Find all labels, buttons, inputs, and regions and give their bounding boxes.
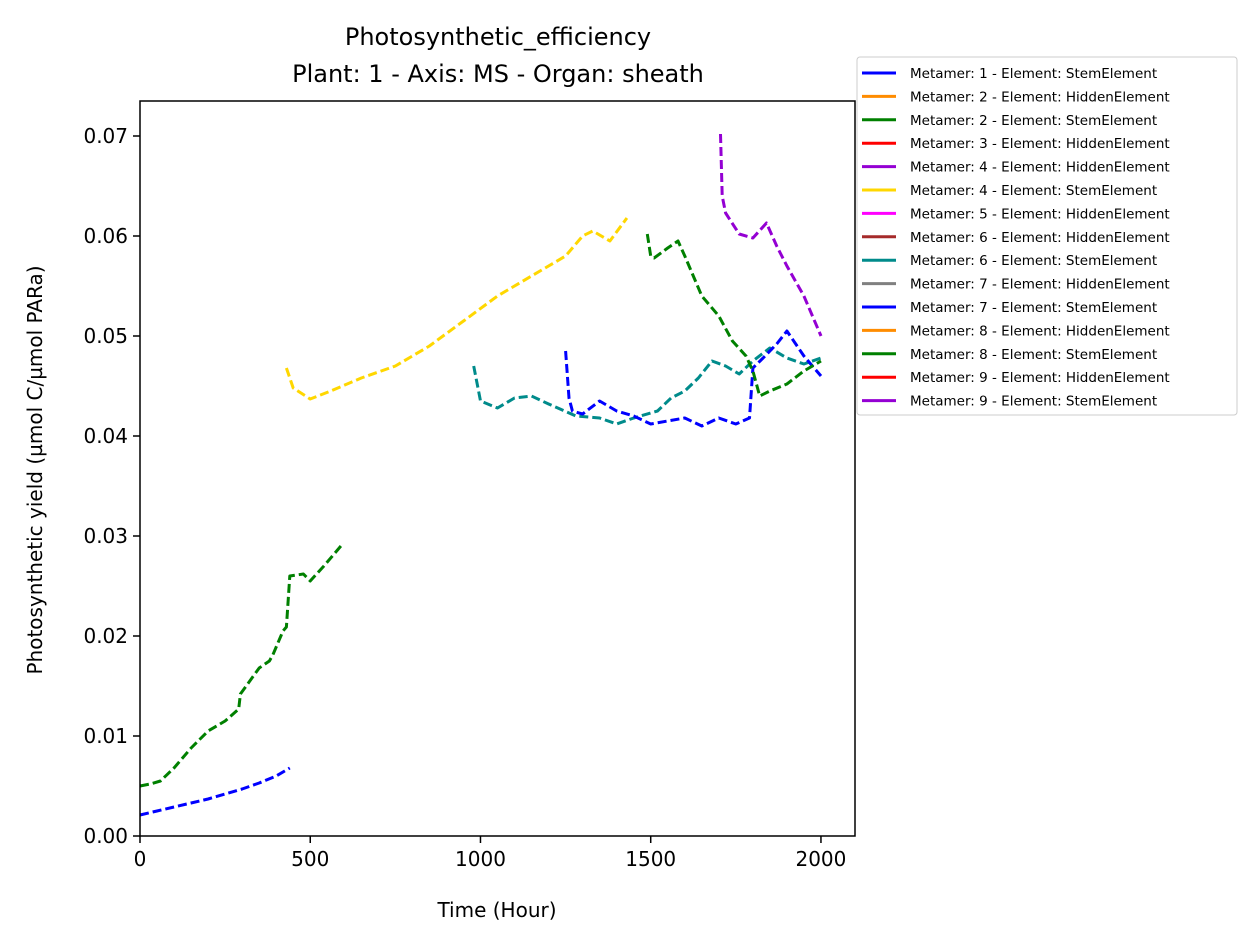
series-line-6 [284,217,629,401]
legend: Metamer: 1 - Element: StemElement Metamer… [856,56,1238,416]
series-line-5 [719,133,823,337]
series-line-11 [564,329,823,428]
legend-label: Metamer: 6 - Element: HiddenElement [910,230,1170,246]
legend-label: Metamer: 8 - Element: StemElement [910,347,1157,363]
y-tick-label: 0.01 [83,724,128,748]
x-tick-label: 500 [291,847,329,871]
plot-frame [139,100,856,837]
y-tick-label: 0.05 [83,324,128,348]
y-tick-label: 0.06 [83,224,128,248]
y-tick-label: 0.00 [83,824,128,848]
legend-label: Metamer: 4 - Element: StemElement [910,183,1157,199]
series-line-1 [139,766,291,817]
legend-label: Metamer: 2 - Element: HiddenElement [910,89,1170,105]
legend-label: Metamer: 1 - Element: StemElement [910,66,1157,82]
legend-label: Metamer: 7 - Element: HiddenElement [910,277,1170,293]
x-tick-label: 0 [134,847,147,871]
legend-label: Metamer: 9 - Element: StemElement [910,394,1157,410]
legend-label: Metamer: 6 - Element: StemElement [910,253,1157,269]
plot-area [140,101,855,836]
x-axis-label: Time (Hour) [436,898,556,922]
chart-title: Photosynthetic_efficiency [345,23,651,51]
legend-label: Metamer: 4 - Element: HiddenElement [910,160,1170,176]
plot-background [140,101,855,836]
chart-subtitle: Plant: 1 - Axis: MS - Organ: sheath [292,60,704,88]
y-axis: 0.00 0.01 0.02 0.03 0.04 0.05 0.06 0.07 [83,124,140,848]
legend-label: Metamer: 2 - Element: StemElement [910,113,1157,129]
legend-frame [856,56,1238,416]
series-layer [139,133,823,817]
x-tick-label: 2000 [795,847,846,871]
x-tick-label: 1500 [625,847,676,871]
y-axis-label: Photosynthetic yield (µmol C/µmol PARa) [23,265,47,674]
legend-label: Metamer: 3 - Element: HiddenElement [910,136,1170,152]
series-line-13 [645,233,822,398]
x-tick-label: 1000 [455,847,506,871]
legend-label: Metamer: 9 - Element: HiddenElement [910,370,1170,386]
legend-label: Metamer: 5 - Element: HiddenElement [910,206,1170,222]
y-tick-label: 0.04 [83,424,128,448]
x-axis: 0 500 1000 1500 2000 [134,836,846,871]
legend-label: Metamer: 8 - Element: HiddenElement [910,323,1170,339]
y-tick-label: 0.07 [83,124,128,148]
y-tick-label: 0.03 [83,524,128,548]
series-line-3 [139,545,343,788]
legend-label: Metamer: 7 - Element: StemElement [910,300,1157,316]
series-line-9 [472,346,822,426]
y-tick-label: 0.02 [83,624,128,648]
